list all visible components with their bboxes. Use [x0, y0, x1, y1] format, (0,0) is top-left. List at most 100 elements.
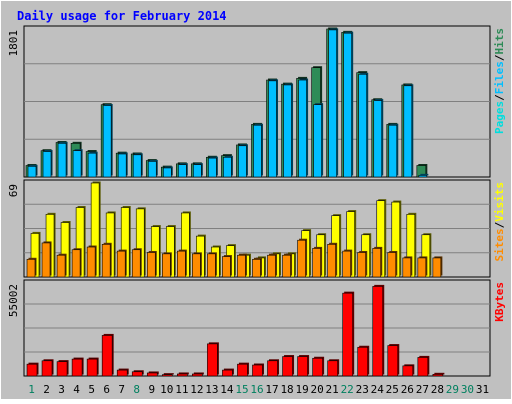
x-tick-label-day-4: 4 [73, 383, 80, 396]
panel-kbytes: 55002 KBytes [7, 279, 506, 377]
x-tick-label-day-14: 14 [220, 383, 234, 396]
bar-kbytes-day-25 [387, 345, 399, 377]
y-max-label: 55002 [7, 284, 20, 317]
bar-files-day-25 [388, 124, 398, 178]
bar-kbytes-day-17 [267, 360, 278, 377]
bar-sites-day-7 [116, 250, 126, 278]
bar-sites-day-12 [192, 253, 201, 278]
bar-sites-day-4 [71, 249, 81, 278]
legend-files: Files [493, 61, 506, 94]
x-tick-label-day-19: 19 [295, 383, 308, 396]
chart-title: Daily usage for February 2014 [17, 9, 227, 23]
x-tick-label-day-3: 3 [58, 383, 65, 396]
x-tick-label-day-11: 11 [175, 383, 188, 396]
x-tick-label-day-27: 27 [416, 383, 429, 396]
bar-sites-day-21 [327, 244, 336, 278]
x-tick-label-day-18: 18 [280, 383, 293, 396]
x-tick-label-day-1: 1 [28, 383, 35, 396]
bar-kbytes-day-11 [177, 373, 188, 377]
panel-legend: Sites/Visits [493, 182, 506, 262]
bar-sites-day-25 [387, 252, 397, 278]
x-tick-label-day-15: 15 [235, 383, 248, 396]
bar-kbytes-day-14 [222, 369, 233, 377]
bar-files-day-27 [418, 175, 428, 178]
bar-files-day-21 [328, 29, 337, 178]
x-tick-label-day-28: 28 [431, 383, 444, 396]
bar-files-day-5 [87, 152, 97, 178]
x-tick-label-day-20: 20 [311, 383, 324, 396]
bar-shadow [193, 372, 204, 375]
x-tick-label-day-9: 9 [148, 383, 155, 396]
legend-pages: Pages [493, 101, 506, 134]
x-tick-label-day-16: 16 [250, 383, 263, 396]
x-tick-label-day-22: 22 [341, 383, 354, 396]
bar-kbytes-day-2 [41, 360, 53, 377]
bar-files-day-16 [253, 124, 262, 178]
bar-sites-day-8 [131, 249, 141, 278]
bar-sites-day-10 [161, 253, 171, 278]
bar-sites-day-5 [86, 246, 96, 278]
legend-separator: / [493, 54, 506, 61]
bar-kbytes-day-27 [417, 357, 429, 377]
bar-sites-day-18 [282, 254, 291, 278]
x-tick-label-day-10: 10 [160, 383, 173, 396]
bar-kbytes-day-5 [86, 358, 98, 377]
x-tick-label-day-8: 8 [133, 383, 140, 396]
y-max-label: 69 [7, 184, 20, 197]
bar-sites-day-6 [101, 244, 111, 278]
bar-kbytes-day-26 [402, 365, 414, 377]
bar-kbytes-day-20 [312, 357, 323, 377]
bar-sites-day-15 [237, 254, 246, 278]
bar-files-day-24 [373, 100, 383, 178]
bar-files-day-12 [193, 164, 202, 178]
bar-kbytes-day-4 [71, 358, 83, 377]
bar-files-day-11 [178, 164, 187, 178]
bar-kbytes-day-28 [432, 374, 444, 377]
y-max-label: 1801 [7, 30, 20, 57]
x-axis-day-labels: 1 2 3 4 5 6 7 8 9 10 11 12 13 14 15 16 17 18 19 20 21 22 23 24 2… [28, 383, 489, 396]
series-kbytes [26, 284, 445, 377]
bar-kbytes-day-13 [207, 343, 218, 377]
bar-files-day-1 [27, 166, 37, 178]
bar-kbytes-day-8 [131, 371, 143, 377]
bar-files-day-15 [238, 145, 247, 178]
bar-files-day-3 [57, 143, 67, 178]
bar-shadow [178, 372, 189, 375]
bar-sites-day-27 [417, 257, 427, 278]
x-tick-label-day-17: 17 [265, 383, 278, 396]
x-tick-label-day-2: 2 [43, 383, 50, 396]
bar-shadow [420, 173, 429, 176]
bar-sites-day-19 [297, 239, 306, 278]
bar-sites-day-1 [26, 258, 36, 278]
bar-sites-day-9 [146, 252, 156, 278]
legend-kbytes: KBytes [493, 282, 506, 322]
bar-kbytes-day-15 [237, 363, 248, 377]
bar-files-day-7 [117, 153, 127, 178]
x-tick-label-day-6: 6 [103, 383, 110, 396]
bar-sites-day-14 [222, 256, 231, 278]
bar-kbytes-day-1 [26, 363, 38, 377]
bar-files-day-19 [298, 79, 307, 178]
series-sites [26, 238, 443, 278]
bar-sites-day-3 [56, 254, 66, 278]
x-tick-label-day-24: 24 [371, 383, 385, 396]
bar-files-day-10 [162, 167, 172, 178]
x-tick-label-day-23: 23 [356, 383, 369, 396]
bar-kbytes-day-12 [192, 373, 203, 377]
bar-files-day-14 [223, 156, 232, 178]
bar-sites-day-22 [342, 250, 351, 278]
x-tick-label-day-25: 25 [386, 383, 399, 396]
bar-files-day-4 [72, 150, 82, 178]
bar-sites-day-16 [252, 258, 261, 278]
bar-sites-day-24 [372, 248, 382, 278]
bar-files-day-8 [132, 154, 142, 178]
bar-sites-day-2 [41, 242, 51, 278]
bar-kbytes-day-19 [297, 356, 308, 377]
bar-files-day-26 [403, 85, 413, 178]
bar-kbytes-day-24 [372, 286, 384, 377]
legend-separator: / [493, 94, 506, 101]
x-tick-label-day-7: 7 [118, 383, 125, 396]
